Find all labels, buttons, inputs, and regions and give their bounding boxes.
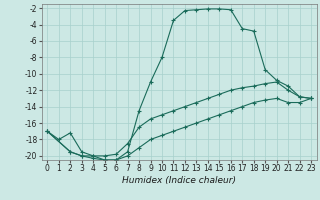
X-axis label: Humidex (Indice chaleur): Humidex (Indice chaleur) [122,176,236,185]
